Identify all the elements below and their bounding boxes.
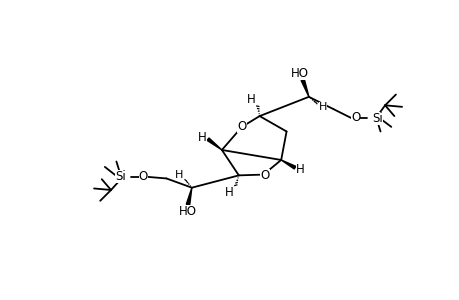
Text: HO: HO	[290, 67, 308, 80]
Text: H: H	[175, 170, 183, 180]
Text: H: H	[246, 93, 255, 106]
Polygon shape	[207, 138, 221, 150]
Polygon shape	[280, 160, 295, 169]
Text: H: H	[318, 102, 326, 112]
Text: O: O	[260, 169, 269, 182]
Text: Si: Si	[115, 170, 125, 183]
Polygon shape	[186, 188, 191, 205]
Text: O: O	[139, 169, 148, 183]
Text: Si: Si	[371, 112, 382, 125]
Text: O: O	[237, 120, 246, 133]
Text: H: H	[225, 186, 234, 199]
Text: H: H	[198, 131, 207, 144]
Text: H: H	[296, 163, 304, 176]
Text: O: O	[351, 111, 360, 124]
Polygon shape	[301, 79, 308, 97]
Text: HO: HO	[179, 205, 196, 218]
